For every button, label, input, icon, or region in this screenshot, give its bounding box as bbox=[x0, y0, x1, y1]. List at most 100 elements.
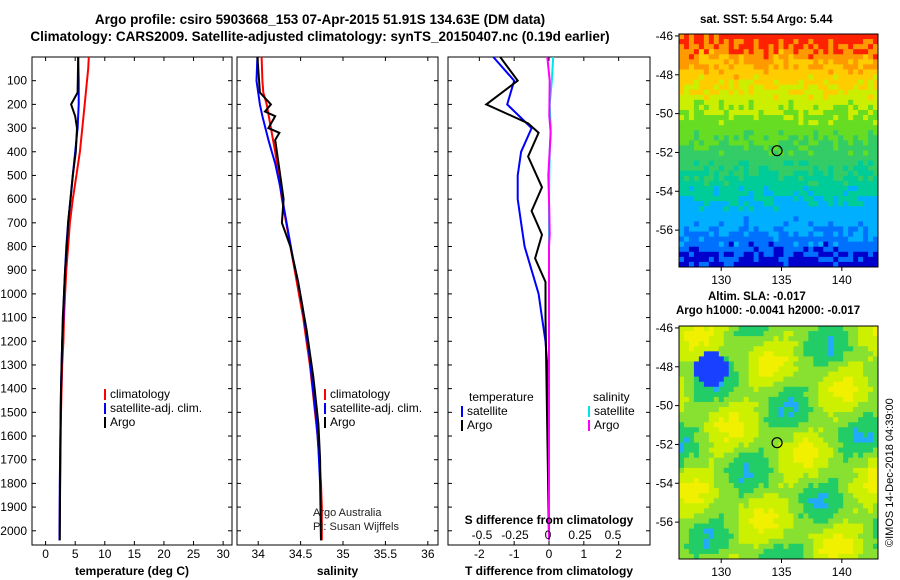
sst-map-cell bbox=[823, 44, 829, 50]
sst-map-cell bbox=[683, 175, 690, 182]
sla-map-cell bbox=[688, 523, 695, 530]
sst-map-cell bbox=[828, 44, 834, 50]
sst-map-cell bbox=[763, 180, 769, 187]
sst-map-cell bbox=[693, 236, 700, 243]
sla-map-cell bbox=[813, 336, 819, 342]
sst-map-cell bbox=[803, 201, 809, 207]
sst-map-cell bbox=[743, 54, 750, 60]
sla-map-cell bbox=[693, 457, 700, 464]
sla-map-cell bbox=[783, 477, 789, 484]
sst-map-cell bbox=[793, 49, 799, 55]
sst-map-cell bbox=[798, 261, 804, 268]
sst-map-cell bbox=[748, 140, 755, 146]
sst-map-cell bbox=[873, 125, 879, 131]
sst-map-cell bbox=[708, 115, 715, 121]
sla-map-cell bbox=[823, 381, 829, 388]
sla-map-cell bbox=[753, 361, 760, 367]
sla-map-cell bbox=[863, 533, 869, 540]
sst-map-cell bbox=[833, 150, 839, 156]
sst-map-cell bbox=[743, 185, 750, 192]
sla-map-cell bbox=[848, 553, 854, 560]
sst-map-cell bbox=[793, 54, 799, 60]
sla-map-cell bbox=[718, 371, 725, 378]
sst-map-cell bbox=[753, 89, 760, 96]
sst-map-cell bbox=[828, 246, 834, 253]
sst-map-cell bbox=[778, 155, 784, 162]
sst-map-cell bbox=[718, 104, 725, 111]
sst-map-cell bbox=[848, 160, 854, 167]
sla-map-cell bbox=[808, 346, 814, 352]
sst-map-cell bbox=[863, 261, 869, 268]
sla-map-cell bbox=[853, 513, 859, 519]
sst-map-cell bbox=[703, 206, 710, 212]
sla-map-cell bbox=[693, 376, 700, 383]
sst-map-cell bbox=[693, 59, 700, 65]
sst-map-cell bbox=[828, 175, 834, 182]
sst-map-cell bbox=[778, 246, 784, 253]
sla-map-cell bbox=[833, 376, 839, 383]
sla-map-cell bbox=[818, 401, 824, 408]
sst-map-cell bbox=[803, 84, 809, 91]
sst-map-cell bbox=[713, 246, 720, 253]
sst-map-cell bbox=[748, 150, 755, 156]
sla-map-cell bbox=[753, 503, 760, 509]
sla-map-cell bbox=[843, 331, 849, 337]
sla-map-cell bbox=[698, 422, 705, 428]
sst-map-cell bbox=[853, 64, 859, 70]
sla-map-cell bbox=[728, 437, 735, 443]
sst-map-cell bbox=[778, 120, 784, 126]
sla-map-cell bbox=[788, 477, 794, 484]
sst-map-cell bbox=[688, 94, 695, 101]
sla-map-cell bbox=[813, 371, 819, 378]
sla-map-cell bbox=[823, 341, 829, 347]
sla-map-cell bbox=[863, 553, 869, 560]
sla-map-cell bbox=[698, 523, 705, 530]
sla-map-cell bbox=[703, 422, 710, 428]
sla-map-cell bbox=[843, 533, 849, 540]
sst-map-cell bbox=[868, 39, 874, 45]
sst-map-cell bbox=[693, 140, 700, 146]
sla-map-cell bbox=[788, 407, 794, 413]
lat-tick-label: -46 bbox=[656, 29, 674, 43]
sla-map-cell bbox=[868, 381, 874, 388]
sst-map-cell bbox=[868, 74, 874, 80]
sst-map-cell bbox=[783, 256, 789, 263]
sst-map-cell bbox=[843, 170, 849, 177]
sst-map-cell bbox=[708, 130, 715, 136]
sla-map-cell bbox=[713, 341, 720, 347]
sla-map-cell bbox=[748, 326, 755, 332]
sst-map-cell bbox=[758, 256, 764, 263]
sla-map-cell bbox=[693, 381, 700, 388]
sla-map-cell bbox=[778, 543, 784, 550]
legend-label: satellite bbox=[594, 404, 635, 418]
depth-tick-label: 1800 bbox=[0, 476, 27, 490]
sst-map-cell bbox=[843, 251, 849, 258]
sla-map-cell bbox=[763, 447, 769, 454]
sst-map-cell bbox=[823, 256, 829, 263]
sst-map-cell bbox=[758, 241, 764, 248]
sla-map-cell bbox=[838, 447, 844, 454]
sla-map-cell bbox=[833, 386, 839, 393]
sla-map-cell bbox=[833, 366, 839, 372]
sla-map-cell bbox=[738, 427, 745, 433]
sst-map-cell bbox=[788, 221, 794, 227]
sst-map-cell bbox=[853, 69, 859, 75]
sla-map-cell bbox=[813, 447, 819, 454]
sst-map-cell bbox=[818, 191, 824, 197]
sla-map-cell bbox=[778, 452, 784, 459]
sst-map-cell bbox=[698, 261, 705, 268]
sst-map-cell bbox=[803, 185, 809, 192]
sla-map-cell bbox=[773, 477, 779, 484]
sst-map-cell bbox=[823, 84, 829, 91]
sla-map-cell bbox=[718, 432, 725, 438]
sst-map-cell bbox=[738, 185, 745, 192]
sst-map-cell bbox=[688, 34, 695, 40]
sla-map-cell bbox=[833, 442, 839, 448]
sst-map-cell bbox=[778, 251, 784, 258]
sst-map-cell bbox=[683, 211, 690, 217]
sla-map-cell bbox=[808, 371, 814, 378]
sla-map-cell bbox=[803, 488, 809, 494]
sla-map-cell bbox=[808, 472, 814, 479]
sst-map-cell bbox=[803, 135, 809, 141]
sla-map-cell bbox=[808, 498, 814, 504]
